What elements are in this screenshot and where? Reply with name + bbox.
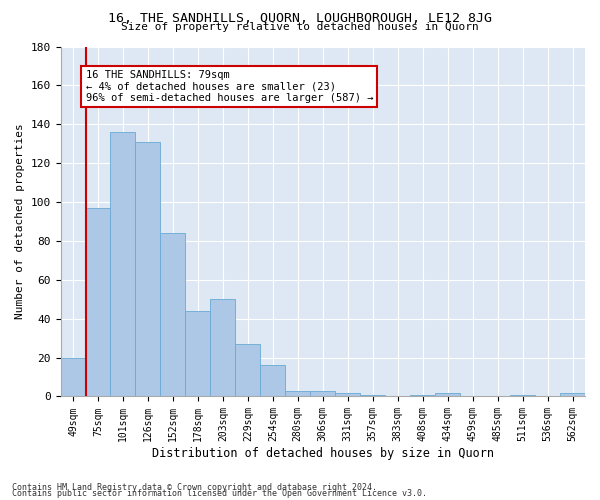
Text: Size of property relative to detached houses in Quorn: Size of property relative to detached ho… [121,22,479,32]
Bar [410,394,435,396]
Bar [185,311,211,396]
Bar [310,390,335,396]
Bar [435,392,460,396]
Bar [335,392,360,396]
Text: Contains HM Land Registry data © Crown copyright and database right 2024.: Contains HM Land Registry data © Crown c… [12,483,377,492]
Bar [61,358,86,397]
Y-axis label: Number of detached properties: Number of detached properties [15,124,25,320]
Bar [286,390,310,396]
Text: 16, THE SANDHILLS, QUORN, LOUGHBOROUGH, LE12 8JG: 16, THE SANDHILLS, QUORN, LOUGHBOROUGH, … [108,12,492,26]
Bar [260,366,286,396]
Bar [110,132,136,396]
Bar [160,233,185,396]
X-axis label: Distribution of detached houses by size in Quorn: Distribution of detached houses by size … [152,447,494,460]
Text: 16 THE SANDHILLS: 79sqm
← 4% of detached houses are smaller (23)
96% of semi-det: 16 THE SANDHILLS: 79sqm ← 4% of detached… [86,70,373,103]
Bar [86,208,110,396]
Bar [211,300,235,396]
Bar [560,392,585,396]
Bar [235,344,260,397]
Bar [510,394,535,396]
Bar [136,142,160,397]
Text: Contains public sector information licensed under the Open Government Licence v3: Contains public sector information licen… [12,489,427,498]
Bar [360,394,385,396]
